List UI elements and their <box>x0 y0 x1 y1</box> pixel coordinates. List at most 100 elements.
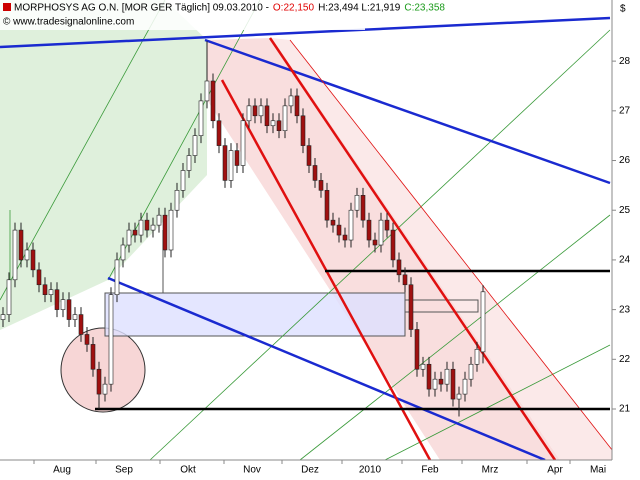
candle-body <box>426 363 432 390</box>
candle-body <box>120 244 126 261</box>
candle-body <box>216 120 222 146</box>
y-tick-label: 27 <box>619 105 631 116</box>
candle-body <box>144 219 150 231</box>
x-axis-area <box>0 460 640 480</box>
candle-body <box>342 234 348 241</box>
candle-body <box>384 219 390 231</box>
candle-body <box>156 214 162 226</box>
candle-body <box>60 299 66 310</box>
x-tick-label: 2010 <box>359 465 382 476</box>
candle-body <box>48 289 54 296</box>
candle-body <box>294 95 300 117</box>
candle-body <box>450 368 456 400</box>
pink-channel-outer <box>272 38 620 460</box>
candle-body <box>252 105 258 117</box>
candle-body <box>180 170 186 191</box>
x-tick-label: Mrz <box>482 465 499 476</box>
candle-body <box>474 349 480 365</box>
y-tick-label: 25 <box>619 205 631 216</box>
candle-body <box>330 219 336 226</box>
quote-high-low: H:23,494 L:21,919 <box>318 3 401 14</box>
candle-body <box>264 105 270 127</box>
candle-body <box>288 95 294 107</box>
candle-body <box>54 289 60 310</box>
candle-body <box>6 279 12 315</box>
candle-body <box>408 284 414 330</box>
candle-body <box>150 224 156 231</box>
red-trendline <box>268 37 557 461</box>
candle-body <box>372 239 378 246</box>
candle-body <box>390 229 396 261</box>
x-tick-label: Mai <box>590 465 606 476</box>
candle-body <box>168 209 174 251</box>
quote-open: O:22,150 <box>273 3 315 14</box>
candle-body <box>354 195 360 211</box>
blue-trendline <box>0 16 611 49</box>
x-tick-label: Dez <box>301 465 319 476</box>
icon <box>3 3 11 11</box>
candle-body <box>420 363 426 370</box>
candle-body <box>114 259 120 296</box>
header-bg <box>0 0 365 30</box>
candle-body <box>444 368 450 385</box>
y-axis-area <box>612 0 640 480</box>
candle-body <box>186 155 192 171</box>
red-trendline <box>289 39 621 461</box>
quote-close: C:23,358 <box>404 3 445 14</box>
x-tick-label: Sep <box>115 465 133 476</box>
candle-body <box>348 209 354 241</box>
candle-body <box>480 291 486 353</box>
candle-body <box>240 120 246 166</box>
candle-body <box>24 249 30 261</box>
candle-body <box>96 368 102 395</box>
candle-body <box>312 165 318 181</box>
x-tick-label: Nov <box>243 465 261 476</box>
candle-body <box>162 214 168 251</box>
candle-body <box>72 314 78 320</box>
candle-body <box>366 219 372 241</box>
candle-body <box>132 229 138 236</box>
candle-body <box>246 105 252 122</box>
candle-body <box>90 344 96 370</box>
candle-body <box>66 299 72 320</box>
candle-body <box>222 145 228 181</box>
y-tick-label: 22 <box>619 354 631 365</box>
green-channel <box>0 0 207 330</box>
y-tick-label: 28 <box>619 56 631 67</box>
candle-body <box>42 284 48 296</box>
candle-body <box>192 135 198 156</box>
candle-body <box>468 363 474 380</box>
candle-body <box>228 150 234 181</box>
candle-body <box>102 383 108 395</box>
candle-body <box>270 120 276 127</box>
candle-body <box>276 120 282 132</box>
chart-title: MORPHOSYS AG O.N. [MOR GER Täglich] 09.0… <box>14 3 269 14</box>
candle-body <box>336 224 342 236</box>
candle-body <box>210 80 216 122</box>
candle-body <box>378 219 384 246</box>
x-tick-label: Apr <box>547 465 563 476</box>
candle-body <box>306 145 312 166</box>
candle-body <box>432 378 438 390</box>
candle-body <box>12 229 18 281</box>
candle-body <box>204 80 210 102</box>
candle-body <box>396 259 402 276</box>
circle-marker <box>60 327 146 413</box>
candle-body <box>360 195 366 221</box>
candle-body <box>138 219 144 236</box>
candle-body <box>414 329 420 370</box>
zone-rect <box>104 292 406 337</box>
y-tick-label: 23 <box>619 304 631 315</box>
candle-body <box>456 393 462 400</box>
y-tick-label: 26 <box>619 155 631 166</box>
candle-body <box>300 115 306 146</box>
x-tick-label: Aug <box>53 465 71 476</box>
x-tick-label: Feb <box>421 465 439 476</box>
currency: $ <box>620 4 626 15</box>
candle-body <box>234 150 240 166</box>
candle-body <box>126 229 132 246</box>
candle-body <box>438 378 444 385</box>
candle-body <box>402 274 408 286</box>
